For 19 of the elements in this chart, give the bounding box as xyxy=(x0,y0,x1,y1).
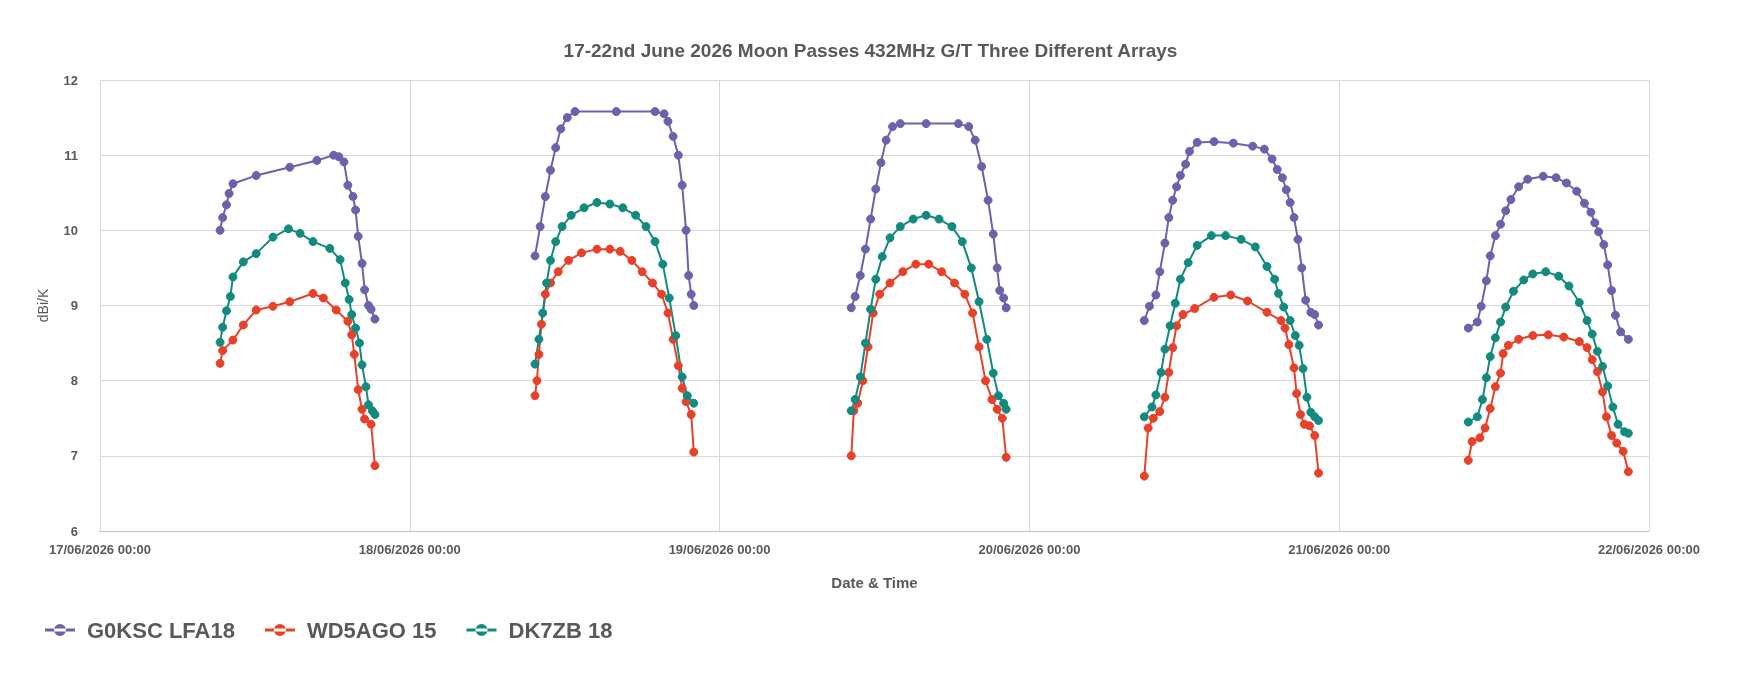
legend-label: WD5AGO 15 xyxy=(306,617,437,643)
y-tick-label: 8 xyxy=(70,373,78,389)
legend-label: G0KSC LFA18 xyxy=(87,617,235,643)
y-tick-label: 12 xyxy=(63,72,78,88)
y-axis-title: dBi/K xyxy=(35,288,51,323)
x-tick-label: 21/06/2026 00:00 xyxy=(1288,542,1391,557)
x-tick-label: 17/06/2026 00:00 xyxy=(49,542,151,557)
y-tick-label: 10 xyxy=(63,222,78,238)
y-tick-label: 6 xyxy=(70,523,78,539)
legend-label: DK7ZB 18 xyxy=(508,617,613,643)
y-tick-label: 7 xyxy=(70,448,78,464)
y-tick-label: 9 xyxy=(70,298,78,313)
x-tick-label: 20/06/2026 00:00 xyxy=(978,542,1081,557)
x-tick-label: 18/06/2026 00:00 xyxy=(358,542,461,557)
x-tick-label: 22/06/2026 00:00 xyxy=(1598,542,1700,557)
chart-title: 17-22nd June 2026 Moon Passes 432MHz G/T Three Different Arrays xyxy=(563,40,1178,61)
y-tick-label: 11 xyxy=(64,147,78,163)
x-axis-title: Date & Time xyxy=(831,574,918,591)
x-tick-label: 19/06/2026 00:00 xyxy=(668,542,771,557)
